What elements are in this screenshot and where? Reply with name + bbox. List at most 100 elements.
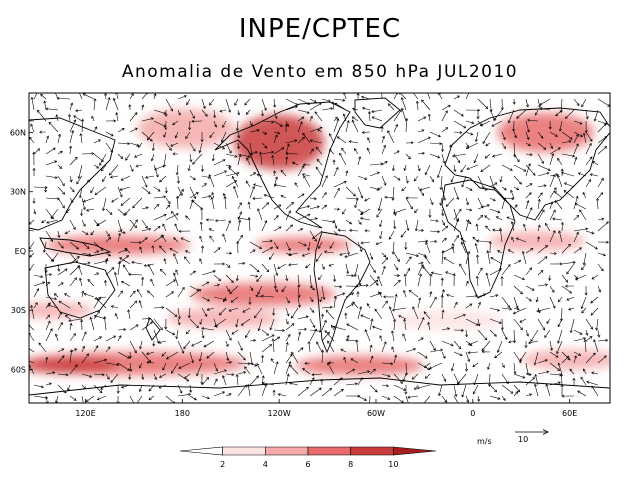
wind-arrow: [201, 109, 208, 117]
wind-arrow: [357, 186, 364, 199]
wind-arrow: [69, 252, 78, 263]
wind-arrow: [177, 318, 181, 326]
wind-arrow: [240, 318, 251, 326]
wind-arrow: [64, 293, 71, 298]
wind-arrow: [153, 306, 165, 310]
wind-arrow: [465, 208, 473, 212]
wind-arrow: [261, 98, 267, 111]
wind-arrow: [552, 217, 563, 221]
wind-arrow: [120, 384, 131, 389]
wind-arrow: [579, 209, 587, 221]
wind-arrow: [507, 109, 515, 124]
wind-arrow: [489, 307, 501, 312]
wind-arrow: [597, 252, 606, 257]
wind-arrow: [565, 109, 575, 119]
wind-arrow: [519, 351, 527, 362]
wind-arrow: [391, 330, 395, 342]
wind-arrow: [41, 219, 47, 223]
wind-arrow: [81, 118, 85, 133]
wind-arrow: [525, 285, 535, 291]
wind-arrow: [237, 261, 246, 265]
wind-arrow: [417, 239, 429, 243]
wind-arrow: [158, 384, 167, 389]
wind-arrow: [189, 186, 197, 200]
wind-arrow: [260, 109, 264, 117]
wind-arrow: [246, 157, 251, 166]
wind-arrow: [297, 116, 305, 122]
wind-arrow: [39, 130, 47, 134]
wind-arrow: [180, 237, 191, 243]
wind-arrow: [441, 104, 451, 111]
wind-arrow: [381, 373, 391, 378]
wind-arrow: [68, 318, 83, 323]
colorbar-segment: [393, 446, 437, 456]
wind-arrow: [554, 191, 563, 199]
wind-arrow: [121, 280, 131, 287]
wind-arrow: [81, 241, 90, 250]
wind-arrow: [57, 263, 61, 272]
wind-arrow: [141, 117, 154, 122]
wind-arrow: [345, 186, 356, 197]
wind-arrow: [117, 290, 123, 298]
wind-arrow: [249, 172, 257, 177]
wind-arrow: [269, 252, 275, 260]
wind-arrow: [291, 351, 299, 364]
wind-arrow: [249, 241, 263, 249]
wind-arrow: [361, 130, 371, 134]
wind-arrow: [580, 296, 587, 310]
wind-arrow: [105, 230, 110, 237]
wind-arrow: [477, 267, 483, 276]
wind-arrow: [561, 355, 570, 364]
wind-arrow: [537, 283, 549, 287]
wind-arrow: [128, 373, 132, 380]
wind-arrow: [141, 351, 152, 363]
wind-arrow: [231, 329, 239, 335]
wind-arrow: [150, 153, 155, 162]
wind-arrow: [512, 307, 527, 315]
wind-arrow: [590, 307, 599, 316]
wind-arrow: [201, 183, 207, 188]
wind-arrow: [429, 142, 443, 146]
wind-arrow: [105, 142, 113, 153]
wind-arrow: [57, 384, 67, 394]
wind-arrow: [464, 362, 468, 372]
wind-arrow: [297, 205, 311, 210]
wind-arrow: [475, 275, 479, 287]
wind-arrow: [344, 312, 348, 320]
wind-arrow: [309, 148, 314, 155]
wind-arrow: [548, 274, 552, 281]
wind-arrow: [73, 115, 83, 122]
wind-arrow: [459, 263, 467, 276]
colorbar-segment: [222, 446, 266, 456]
wind-arrow: [377, 197, 383, 212]
wind-arrow: [573, 351, 582, 356]
wind-arrow: [417, 362, 431, 371]
wind-arrow: [56, 96, 71, 100]
wind-arrow: [152, 340, 156, 347]
wind-arrow: [297, 136, 305, 144]
wind-arrow: [413, 93, 419, 100]
wind-arrow: [110, 305, 119, 309]
wind-arrow: [96, 395, 107, 401]
wind-arrow: [417, 252, 427, 257]
longitude-labels: 120E 180 120W 60W 0 60E: [75, 399, 577, 418]
wind-arrow: [178, 229, 191, 233]
wind-arrow: [549, 351, 559, 358]
wind-arrow: [549, 131, 558, 137]
wind-arrow: [489, 197, 496, 202]
anomaly-shade: [166, 308, 280, 328]
wind-arrow: [393, 373, 403, 384]
wind-arrow: [311, 373, 323, 377]
wind-arrow: [573, 247, 583, 254]
wind-arrow: [482, 131, 491, 145]
wind-arrow: [189, 109, 195, 119]
wind-arrow: [429, 230, 441, 234]
wind-arrow: [105, 362, 120, 367]
wind-arrow: [249, 263, 260, 273]
colorbar-tick-label: 10: [388, 460, 398, 469]
wind-arrow: [476, 109, 480, 120]
wind-arrow: [333, 230, 338, 236]
wind-arrow: [69, 156, 78, 166]
wind-arrow: [280, 195, 287, 199]
wind-arrow: [525, 393, 533, 397]
